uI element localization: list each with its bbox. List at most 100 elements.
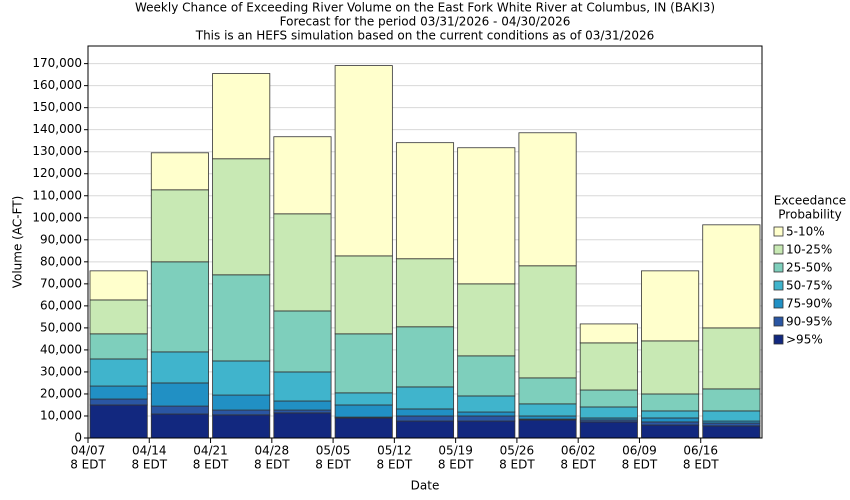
bar-segment (334, 255, 393, 335)
bar-segment (150, 189, 209, 263)
bar-segment (150, 382, 209, 407)
x-tick-label: 06/02 (561, 444, 596, 458)
bar-segment (579, 421, 638, 439)
y-tick-label: 0 (74, 431, 82, 445)
bar-segment (579, 389, 638, 408)
y-tick-label: 90,000 (40, 232, 82, 246)
bar-segment (89, 385, 148, 400)
y-tick-label: 70,000 (40, 276, 82, 290)
bar-segment (334, 417, 393, 439)
y-tick-label: 100,000 (32, 210, 82, 224)
legend-title: Exceedance (774, 194, 846, 208)
bar-segment (212, 73, 271, 160)
bar-segment (641, 393, 700, 412)
legend-label: 10-25% (786, 243, 832, 257)
x-tick-label: 04/21 (193, 444, 228, 458)
legend-label: 90-95% (786, 315, 832, 329)
legend-label: 50-75% (786, 279, 832, 293)
bar-segment (273, 409, 332, 414)
bar-segment (334, 333, 393, 394)
bar-segment (273, 136, 332, 215)
bar-segment (273, 412, 332, 439)
y-tick-label: 60,000 (40, 298, 82, 312)
x-tick-label: 05/12 (377, 444, 412, 458)
bar-segment (89, 299, 148, 335)
x-tick-label: 8 EDT (131, 458, 167, 472)
bar-segment (395, 258, 455, 328)
x-tick-label: 8 EDT (560, 458, 596, 472)
bar-segment (273, 310, 332, 373)
bar-segment (457, 283, 516, 357)
x-tick-label: 05/05 (316, 444, 351, 458)
y-tick-label: 50,000 (40, 320, 82, 334)
bar-segment (395, 420, 455, 439)
bar-segment (150, 413, 209, 439)
x-tick-label: 04/28 (255, 444, 290, 458)
x-tick-label: 8 EDT (499, 458, 535, 472)
y-tick-label: 10,000 (40, 408, 82, 422)
x-tick-label: 8 EDT (315, 458, 351, 472)
bar-segment (457, 420, 516, 439)
bar-segment (89, 404, 148, 439)
y-tick-label: 80,000 (40, 254, 82, 268)
x-tick-label: 8 EDT (622, 458, 658, 472)
legend-swatch (773, 262, 784, 273)
y-tick-label: 160,000 (32, 78, 82, 92)
y-tick-label: 120,000 (32, 166, 82, 180)
bar-segment (212, 158, 271, 276)
bar-segment (150, 152, 209, 191)
x-tick-label: 05/19 (438, 444, 473, 458)
y-tick-label: 140,000 (32, 122, 82, 136)
bar-segment (641, 410, 700, 419)
bar-segment (518, 377, 577, 405)
bar-segment (457, 415, 516, 422)
bar-segment (334, 392, 393, 406)
legend-title: Probability (778, 208, 841, 222)
x-tick-label: 04/14 (132, 444, 167, 458)
x-tick-label: 8 EDT (438, 458, 474, 472)
legend-swatch (773, 280, 784, 291)
legend-swatch (773, 334, 784, 345)
bar-segment (641, 340, 700, 395)
x-tick-label: 05/26 (500, 444, 535, 458)
x-tick-label: 06/16 (683, 444, 718, 458)
bar-segment (273, 400, 332, 411)
y-tick-label: 20,000 (40, 386, 82, 400)
y-axis-label: Volume (AC-FT) (11, 196, 25, 289)
x-tick-label: 8 EDT (193, 458, 229, 472)
bar-segment (702, 422, 761, 427)
bar-segment (702, 327, 761, 390)
bar-segment (702, 425, 761, 439)
bar-segment (395, 386, 455, 410)
bar-segment (641, 424, 700, 439)
bar-segment (212, 394, 271, 411)
plot-frame (87, 45, 763, 439)
chart-subtitle: This is an HEFS simulation based on the … (195, 29, 655, 43)
y-tick-label: 170,000 (32, 56, 82, 70)
y-tick-label: 130,000 (32, 144, 82, 158)
y-tick-label: 150,000 (32, 100, 82, 114)
bar-segment (702, 410, 761, 422)
x-tick-label: 8 EDT (683, 458, 719, 472)
bar-segment (150, 351, 209, 384)
bar-segment (395, 408, 455, 417)
x-tick-label: 8 EDT (70, 458, 106, 472)
chart-subtitle: Forecast for the period 03/31/2026 - 04/… (280, 15, 571, 29)
bar-segment (395, 415, 455, 422)
bar-segment (395, 142, 455, 260)
bar-segment (395, 326, 455, 388)
chart-title: Weekly Chance of Exceeding River Volume … (135, 1, 715, 15)
bar-segment (579, 342, 638, 391)
bar-segment (212, 414, 271, 439)
x-tick-label: 06/09 (622, 444, 657, 458)
legend-swatch (773, 244, 784, 255)
bar-segment (641, 270, 700, 342)
bar-segment (518, 403, 577, 417)
legend-swatch (773, 316, 784, 327)
x-axis-label: Date (411, 479, 440, 493)
legend-label: 5-10% (786, 225, 825, 239)
bar-segment (457, 355, 516, 397)
bar-segment (273, 213, 332, 312)
bar-segment (518, 265, 577, 379)
